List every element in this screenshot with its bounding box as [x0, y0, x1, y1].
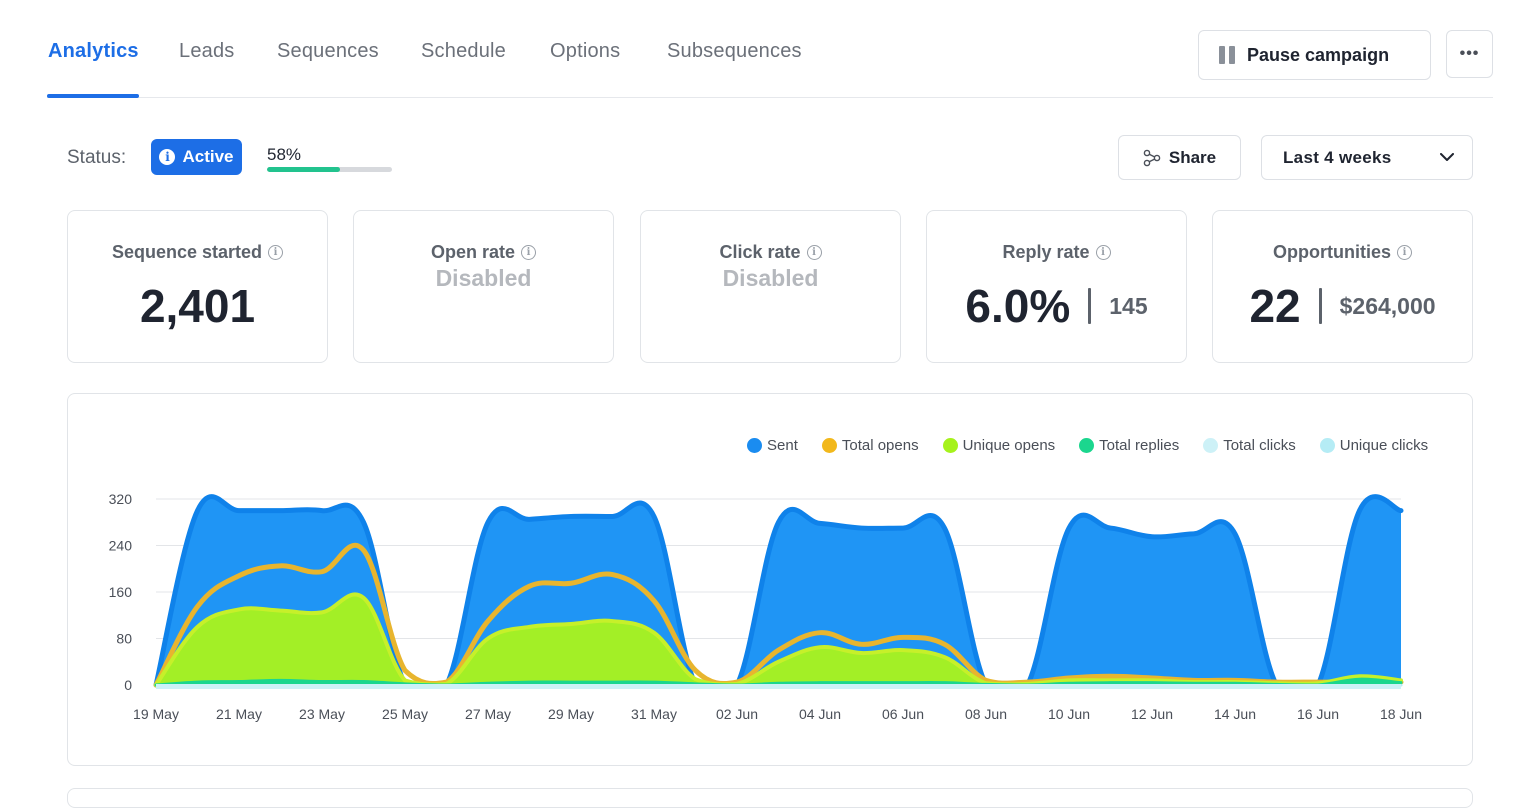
- x-tick-label: 27 May: [465, 706, 511, 722]
- legend-item[interactable]: Total opens: [821, 437, 919, 454]
- legend-dot: [747, 438, 762, 453]
- stat-value: Disabled: [435, 265, 532, 291]
- stat-value: 2,401: [139, 280, 256, 332]
- status-badge[interactable]: i Active: [151, 139, 242, 175]
- info-icon[interactable]: i: [806, 245, 822, 260]
- y-tick-label: 80: [116, 631, 132, 647]
- tab-sequences[interactable]: Sequences: [277, 40, 379, 62]
- series-area-sent: [156, 496, 1401, 685]
- stat-card-sequence-started: Sequence started i 2,401: [67, 210, 328, 363]
- stat-title: Open rate: [430, 242, 516, 262]
- info-icon[interactable]: i: [521, 245, 537, 260]
- legend-label: Sent: [767, 437, 798, 454]
- stat-title: Opportunities: [1273, 242, 1391, 262]
- pause-icon: [1219, 46, 1235, 64]
- more-icon: •••: [1459, 45, 1480, 62]
- chevron-down-icon: [1440, 153, 1454, 161]
- x-tick-label: 19 May: [133, 706, 179, 722]
- legend-dot: [821, 438, 837, 453]
- info-icon[interactable]: i: [268, 245, 284, 260]
- y-tick-label: 320: [109, 491, 133, 507]
- x-tick-label: 21 May: [216, 706, 262, 722]
- x-tick-label: 18 Jun: [1380, 706, 1422, 722]
- tab-subsequences[interactable]: Subsequences: [667, 40, 802, 62]
- x-tick-label: 14 Jun: [1214, 706, 1256, 722]
- x-tick-label: 25 May: [382, 706, 428, 722]
- y-tick-label: 240: [109, 538, 133, 554]
- more-options-button[interactable]: •••: [1446, 30, 1493, 78]
- legend-label: Unique opens: [962, 437, 1056, 454]
- x-tick-label: 23 May: [299, 706, 345, 722]
- legend-item[interactable]: Unique clicks: [1319, 437, 1429, 454]
- tab-analytics[interactable]: Analytics: [48, 40, 139, 62]
- legend-item[interactable]: Sent: [747, 437, 798, 454]
- tab-schedule[interactable]: Schedule: [421, 40, 506, 62]
- series-line-total-replies: [154, 677, 1403, 687]
- progress-bar-fill: [267, 167, 340, 172]
- info-icon[interactable]: i: [1095, 245, 1111, 260]
- stat-subvalue: 145: [1109, 292, 1148, 319]
- x-tick-label: 10 Jun: [1048, 706, 1090, 722]
- status-badge-text: Active: [182, 147, 234, 166]
- share-label: Share: [1168, 147, 1217, 167]
- stat-value: 22: [1249, 280, 1301, 332]
- legend-dot: [1079, 438, 1095, 453]
- pause-campaign-button[interactable]: Pause campaign: [1198, 30, 1431, 80]
- legend-label: Total opens: [841, 437, 919, 454]
- divider: [1318, 288, 1322, 324]
- progress-percent: 58%: [267, 145, 302, 164]
- legend-label: Unique clicks: [1339, 437, 1429, 454]
- legend-dot: [1203, 438, 1219, 453]
- stat-card-opportunities: Opportunities i 22 $264,000: [1212, 210, 1473, 363]
- progress-bar: [267, 167, 392, 172]
- legend-dot: [942, 438, 958, 453]
- next-section-card: [67, 788, 1473, 808]
- stat-value: 6.0%: [965, 280, 1071, 332]
- pause-campaign-label: Pause campaign: [1247, 44, 1390, 65]
- stat-subvalue: $264,000: [1339, 292, 1436, 319]
- active-tab-indicator: [47, 94, 139, 98]
- legend-item[interactable]: Total clicks: [1203, 437, 1296, 454]
- stat-title: Reply rate: [1002, 242, 1090, 262]
- legend-label: Total clicks: [1223, 437, 1296, 454]
- stat-card-click-rate: Click rate i Disabled: [640, 210, 901, 363]
- stat-title: Sequence started: [111, 242, 263, 262]
- tab-options[interactable]: Options: [550, 40, 621, 62]
- x-tick-label: 29 May: [548, 706, 594, 722]
- x-tick-label: 06 Jun: [882, 706, 924, 722]
- share-icon: [1143, 149, 1161, 166]
- divider: [1088, 288, 1092, 324]
- status-label: Status:: [67, 147, 127, 168]
- legend-item[interactable]: Unique opens: [942, 437, 1056, 454]
- series-line-sent: [153, 494, 1404, 688]
- chart-legend: Sent Total opens Unique opens Total replies…: [747, 437, 1428, 454]
- x-tick-label: 08 Jun: [965, 706, 1007, 722]
- info-icon: i: [159, 149, 176, 165]
- legend-dot: [1319, 438, 1335, 453]
- x-tick-label: 16 Jun: [1297, 706, 1339, 722]
- date-range-select[interactable]: Last 4 weeks: [1261, 135, 1473, 180]
- legend-label: Total replies: [1099, 437, 1180, 454]
- stat-card-open-rate: Open rate i Disabled: [353, 210, 614, 363]
- legend-item[interactable]: Total replies: [1079, 437, 1179, 454]
- clicks-baseline: [156, 684, 1401, 689]
- info-icon[interactable]: i: [1397, 245, 1412, 260]
- share-button[interactable]: Share: [1118, 135, 1241, 180]
- x-tick-label: 04 Jun: [799, 706, 841, 722]
- y-tick-label: 0: [124, 677, 132, 693]
- tab-leads[interactable]: Leads: [179, 40, 235, 62]
- stat-title: Click rate: [719, 242, 801, 262]
- x-tick-label: 31 May: [631, 706, 677, 722]
- stat-value: Disabled: [722, 265, 819, 291]
- tab-bar: Analytics Leads Sequences Schedule Optio…: [47, 0, 1493, 98]
- y-tick-label: 160: [109, 584, 133, 600]
- x-tick-label: 12 Jun: [1131, 706, 1173, 722]
- stat-card-reply-rate: Reply rate i 6.0% 145: [926, 210, 1187, 363]
- x-tick-label: 02 Jun: [716, 706, 758, 722]
- date-range-value: Last 4 weeks: [1283, 147, 1392, 167]
